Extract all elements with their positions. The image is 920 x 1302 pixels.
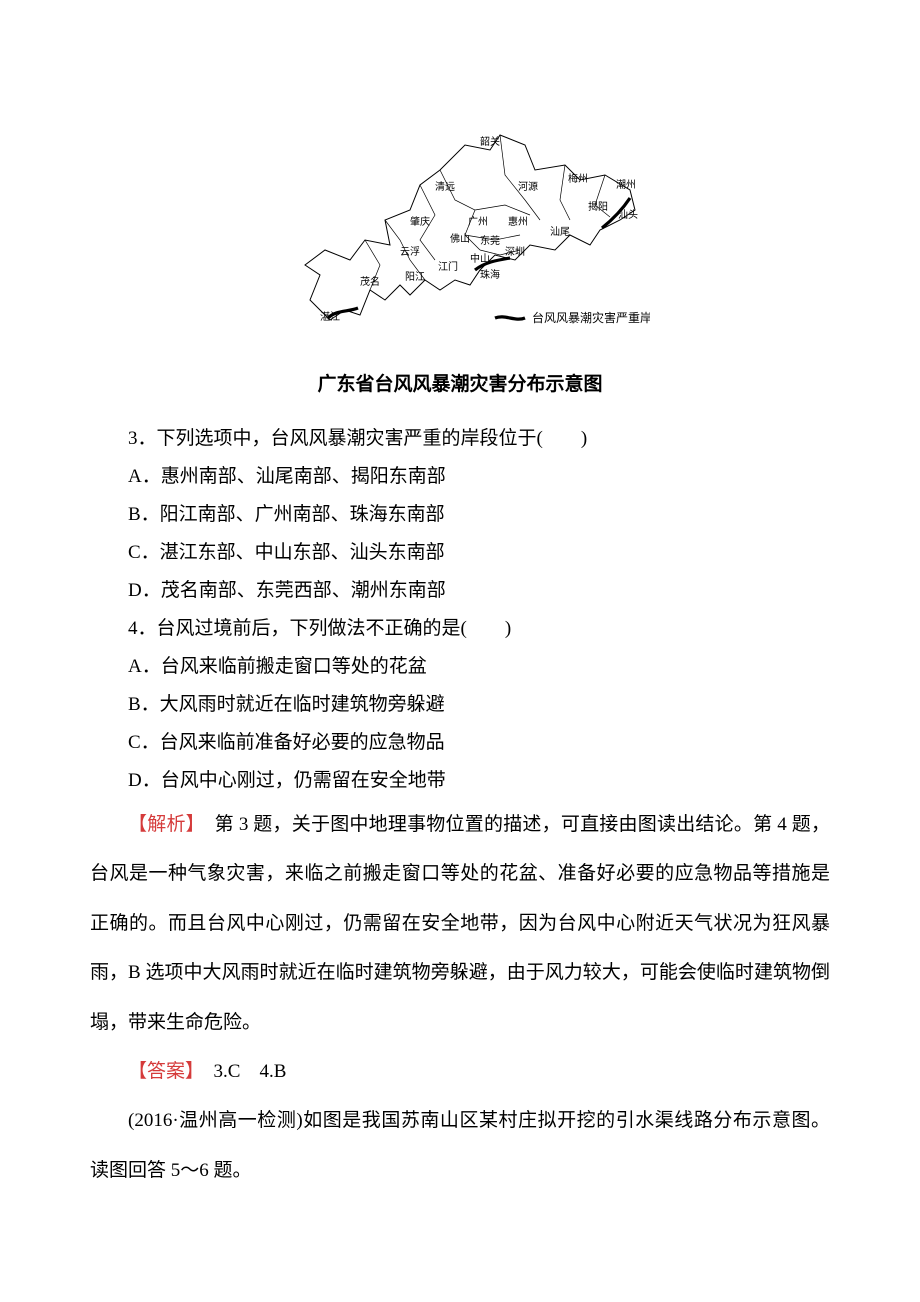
q3-option-b: B．阳江南部、广州南部、珠海东南部: [90, 496, 830, 534]
prefecture-borders: [365, 135, 610, 290]
guangdong-map-svg: 韶关 清远 梅州 河源 潮州 揭阳 汕头 肇庆 广州 惠州 佛山 东莞 汕尾 深…: [270, 90, 650, 350]
legend-line-icon: [495, 317, 525, 319]
q4-stem: 4．台风过境前后，下列做法不正确的是( ): [90, 610, 830, 648]
label-guangzhou: 广州: [468, 216, 488, 228]
answer: 【答案】 3.C 4.B: [90, 1047, 830, 1096]
label-yunfu: 云浮: [400, 246, 420, 258]
explanation-text: 第 3 题，关于图中地理事物位置的描述，可直接由图读出结论。第 4 题，台风是一…: [90, 814, 830, 1033]
label-jieyang: 揭阳: [588, 200, 608, 213]
label-zhuhai: 珠海: [480, 268, 500, 281]
label-shaoguan: 韶关: [480, 135, 500, 148]
q4-option-c: C．台风来临前准备好必要的应急物品: [90, 724, 830, 762]
legend-label: 台风风暴潮灾害严重岸段: [532, 310, 650, 325]
label-yangjiang: 阳江: [405, 271, 425, 283]
q3-option-c: C．湛江东部、中山东部、汕头东南部: [90, 534, 830, 572]
answer-text: 3.C 4.B: [195, 1061, 287, 1082]
explanation-label: 【解析】: [128, 814, 195, 835]
q4-option-b: B．大风雨时就近在临时建筑物旁躲避: [90, 686, 830, 724]
map-figure: 韶关 清远 梅州 河源 潮州 揭阳 汕头 肇庆 广州 惠州 佛山 东莞 汕尾 深…: [90, 90, 830, 396]
label-shenzhen: 深圳: [505, 246, 525, 258]
map-caption: 广东省台风风暴潮灾害分布示意图: [90, 369, 830, 396]
label-jiangmen: 江门: [438, 260, 458, 273]
label-maoming: 茂名: [360, 275, 380, 288]
label-huizhou: 惠州: [508, 215, 528, 228]
label-heyuan: 河源: [518, 180, 538, 193]
label-shanwei: 汕尾: [550, 226, 570, 238]
label-shantou: 汕头: [618, 209, 638, 221]
answer-label: 【答案】: [128, 1061, 195, 1082]
explanation: 【解析】 第 3 题，关于图中地理事物位置的描述，可直接由图读出结论。第 4 题…: [90, 800, 830, 1047]
next-question-intro: (2016·温州高一检测)如图是我国苏南山区某村庄拟开挖的引水渠线路分布示意图。…: [90, 1096, 830, 1195]
q3-stem: 3．下列选项中，台风风暴潮灾害严重的岸段位于( ): [90, 420, 830, 458]
q4-option-d: D．台风中心刚过，仍需留在安全地带: [90, 762, 830, 800]
label-dongguan: 东莞: [480, 234, 500, 247]
q3-option-a: A．惠州南部、汕尾南部、揭阳东南部: [90, 458, 830, 496]
label-chaozhou: 潮州: [616, 178, 636, 191]
label-zhaoqing: 肇庆: [410, 215, 430, 228]
label-meizhou: 梅州: [568, 172, 588, 185]
q4-option-a: A．台风来临前搬走窗口等处的花盆: [90, 648, 830, 686]
label-foshan: 佛山: [450, 232, 470, 245]
label-zhanjiang: 湛江: [320, 311, 340, 323]
q3-option-d: D．茂名南部、东莞西部、潮州东南部: [90, 572, 830, 610]
label-zhongshan: 中山: [470, 252, 490, 265]
label-qingyuan: 清远: [435, 180, 455, 193]
page: 韶关 清远 梅州 河源 潮州 揭阳 汕头 肇庆 广州 惠州 佛山 东莞 汕尾 深…: [0, 0, 920, 1255]
